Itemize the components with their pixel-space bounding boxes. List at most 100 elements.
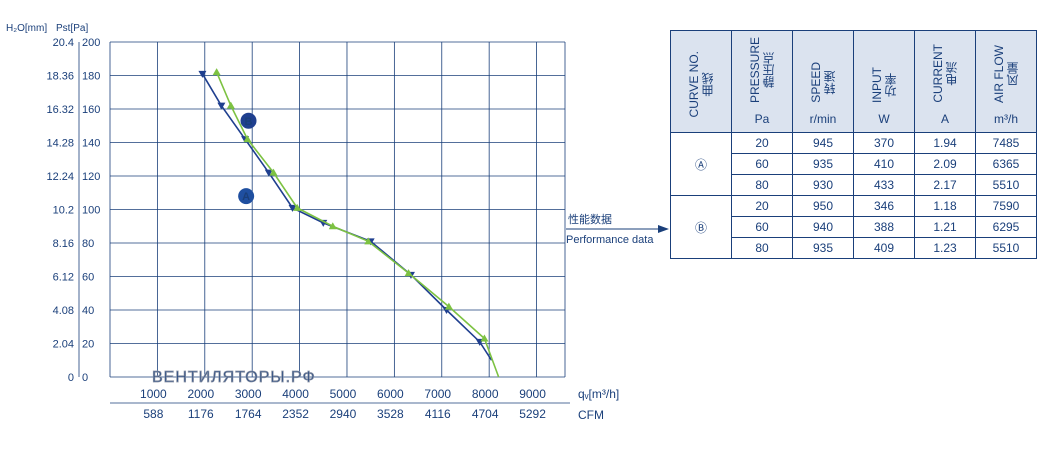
y-tick-h2o: 12.24 [46, 171, 74, 183]
table-row: 60 940 388 1.21 6295 [671, 216, 1037, 239]
x-tick-cfm: 4116 [425, 407, 451, 421]
y-tick-pa: 120 [82, 171, 100, 183]
y-axis-label-pst: Pst[Pa] [56, 23, 88, 34]
data-point-a [198, 70, 207, 78]
table-row: 80 935 409 1.23 5510 [671, 237, 1037, 260]
x-tick-cfm: 588 [143, 407, 163, 421]
table-cell: 930 [792, 174, 854, 197]
curve-badge-a [238, 188, 255, 205]
table-row: Ⓑ 20 950 346 1.18 7590 [670, 195, 1037, 260]
x-tick-m3h: 3000 [235, 387, 262, 401]
performance-data-label-en: Performance data [566, 234, 654, 246]
data-point-b [444, 302, 453, 310]
x-tick-m3h: 1000 [140, 387, 167, 401]
y-tick-pa: 100 [82, 205, 100, 217]
y-tick-h2o: 18.36 [46, 71, 74, 83]
curve-badge-label: B [245, 116, 253, 128]
table-cell: 1.18 [914, 195, 976, 218]
watermark: ВЕНТИЛЯТОРЫ.РФ [152, 369, 316, 386]
header-speed: SPEED 转速 r/min [792, 29, 854, 134]
table-cell: 945 [792, 132, 854, 155]
performance-data-label-cn: 性能数据 [568, 214, 612, 226]
table-cell: 950 [792, 195, 854, 218]
x-tick-m3h: 4000 [282, 387, 309, 401]
y-tick-h2o: 20.4 [53, 37, 74, 49]
data-point-a [264, 169, 273, 177]
y-tick-h2o: 8.16 [53, 238, 74, 250]
y-tick-pa: 160 [82, 104, 100, 116]
y-tick-h2o: 4.08 [53, 305, 74, 317]
data-point-a [217, 102, 226, 110]
x-tick-m3h: 6000 [377, 387, 404, 401]
table-cell: 20 [731, 195, 793, 218]
y-tick-pa: 60 [82, 272, 94, 284]
x-tick-cfm: 1176 [188, 407, 214, 421]
table-cell: 60 [731, 153, 793, 176]
header-input: INPUT 功率 W [853, 29, 915, 134]
y-axis-label-h2o: H₂O[mm] [6, 23, 47, 34]
table-cell: 5510 [975, 237, 1037, 260]
table-cell: 410 [853, 153, 915, 176]
table-cell: 346 [853, 195, 915, 218]
x-tick-cfm: 3528 [377, 407, 404, 421]
data-point-b [328, 222, 337, 230]
x-tick-cfm: 4704 [472, 407, 499, 421]
x-tick-cfm: 5292 [519, 407, 546, 421]
header-airflow: AIR FLOW 风量 m³/h [975, 29, 1037, 134]
data-point-a [288, 204, 297, 212]
y-tick-pa: 200 [82, 37, 100, 49]
table-cell: 935 [792, 153, 854, 176]
data-point-b [269, 168, 278, 176]
header-current: CURRENT 电流 A [914, 29, 976, 134]
table-cell: 7485 [975, 132, 1037, 155]
table-cell: 80 [731, 237, 793, 260]
y-tick-pa: 20 [82, 339, 94, 351]
y-tick-h2o: 10.2 [53, 205, 74, 217]
table-cell: 5510 [975, 174, 1037, 197]
y-tick-pa: 0 [82, 372, 88, 384]
table-row: 80 930 433 2.17 5510 [671, 174, 1037, 197]
table-cell: 1.23 [914, 237, 976, 260]
y-tick-h2o: 16.32 [46, 104, 74, 116]
y-tick-h2o: 6.12 [53, 272, 74, 284]
table-cell: 940 [792, 216, 854, 239]
table-cell: 370 [853, 132, 915, 155]
x-tick-m3h: 5000 [330, 387, 357, 401]
y-tick-pa: 40 [82, 305, 94, 317]
y-tick-pa: 180 [82, 71, 100, 83]
table-cell: 20 [731, 132, 793, 155]
table-cell: 1.21 [914, 216, 976, 239]
curve-badge-b [240, 112, 257, 129]
data-point-b [243, 135, 252, 143]
data-point-b [226, 101, 235, 109]
x-axis-unit-cfm: CFM [578, 408, 604, 422]
table-cell: 2.17 [914, 174, 976, 197]
curve-badge-label: A [242, 191, 250, 203]
arrow-icon [566, 225, 669, 233]
table-cell: 7590 [975, 195, 1037, 218]
y-tick-h2o: 2.04 [53, 339, 74, 351]
y-tick-pa: 80 [82, 238, 94, 250]
data-point-b [480, 334, 489, 342]
table-cell: 409 [853, 237, 915, 260]
data-point-b [293, 203, 302, 211]
y-tick-h2o: 0 [68, 372, 74, 384]
table-cell: 2.09 [914, 153, 976, 176]
data-point-b [212, 68, 221, 76]
curve-b-label: Ⓑ [670, 195, 732, 260]
y-tick-h2o: 14.28 [46, 138, 74, 150]
performance-table: CURVE NO. 曲线 PRESSURE 静压点 Pa SPEED 转速 r/min I… [670, 29, 1037, 260]
data-point-b [364, 237, 373, 245]
data-point-b [404, 269, 413, 277]
x-tick-m3h: 9000 [519, 387, 546, 401]
table-cell: 60 [731, 216, 793, 239]
header-pressure: PRESSURE 静压点 Pa [731, 29, 793, 134]
x-tick-cfm: 1764 [235, 407, 262, 421]
y-tick-pa: 140 [82, 138, 100, 150]
table-cell: 80 [731, 174, 793, 197]
header-curve: CURVE NO. 曲线 [670, 29, 732, 134]
table-cell: 6295 [975, 216, 1037, 239]
table-cell: 1.94 [914, 132, 976, 155]
series-line-b [215, 71, 500, 378]
